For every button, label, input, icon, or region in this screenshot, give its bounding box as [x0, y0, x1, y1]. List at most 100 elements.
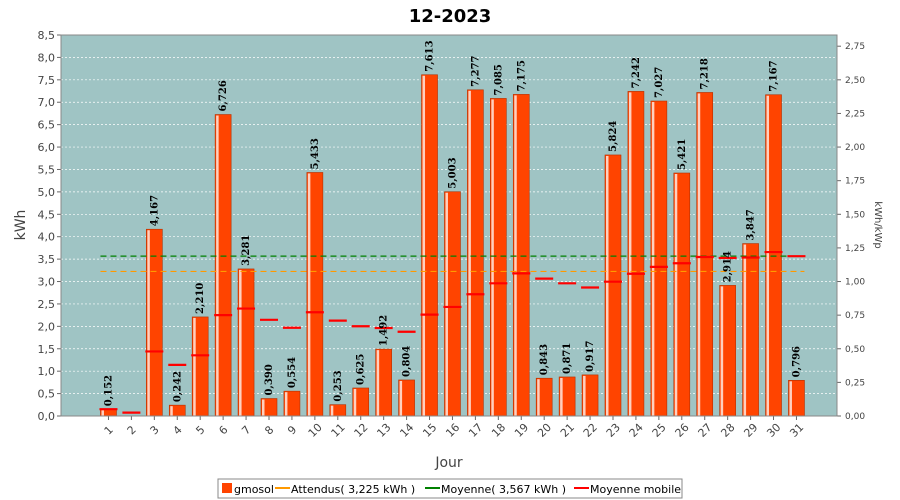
- bar-value-label: 2,210: [195, 283, 206, 314]
- y-tick-label: 3,0: [38, 276, 56, 289]
- chart-title: 12-2023: [409, 6, 492, 27]
- bar-highlight: [605, 155, 609, 417]
- y-right-tick-label: 0,50: [845, 345, 865, 355]
- legend-swatch-gmosol: [222, 483, 232, 493]
- bar-highlight: [674, 174, 678, 416]
- bar-value-label: 7,027: [654, 67, 665, 98]
- y-tick-label: 5,5: [38, 163, 56, 176]
- x-tick-label: 20: [535, 421, 554, 440]
- bar-highlight: [307, 173, 311, 416]
- y-tick-label: 5,0: [38, 186, 56, 199]
- y-right-tick-label: 1,00: [845, 278, 865, 288]
- bar-highlight: [399, 380, 403, 416]
- bar-value-label: 3,281: [241, 235, 252, 266]
- bar-highlight: [216, 115, 219, 417]
- y-tick-label: 4,0: [38, 231, 56, 244]
- x-tick-label: 5: [193, 423, 207, 437]
- x-tick-label: 12: [352, 421, 371, 440]
- x-axis: 1 2 3 4 5 6 7 8 9 10 11 12 13 14 15 16 17 18 19 20 21 22 23 24 2…: [102, 416, 806, 440]
- bar-value-label: 0,253: [333, 370, 344, 401]
- bar-value-label: 0,871: [562, 343, 573, 374]
- bar-highlight: [376, 350, 380, 416]
- bar-highlight: [628, 92, 632, 416]
- x-tick-label: 25: [650, 421, 669, 440]
- y-tick-label: 7,0: [38, 96, 56, 109]
- bar-highlight: [239, 269, 242, 416]
- bar-value-label: 0,554: [287, 357, 298, 388]
- y-tick-label: 2,5: [38, 298, 56, 311]
- bar-highlight: [720, 286, 724, 416]
- x-tick-label: 8: [262, 423, 276, 437]
- y-tick-label: 8,5: [38, 29, 56, 42]
- bar-highlight: [170, 406, 173, 416]
- x-tick-label: 14: [397, 421, 416, 440]
- bar-value-label: 7,218: [700, 58, 711, 89]
- bar-value-label: 7,613: [425, 40, 436, 71]
- x-tick-label: 19: [512, 421, 531, 440]
- x-tick-label: 6: [216, 423, 230, 437]
- y-right-tick-label: 0,00: [845, 412, 865, 422]
- legend-label-moyenne-mobile: Moyenne mobile: [590, 483, 681, 496]
- bar-value-label: 7,277: [470, 55, 481, 86]
- y-tick-label: 3,5: [38, 253, 56, 266]
- bar-highlight: [193, 317, 196, 416]
- bar-value-label: 5,421: [677, 139, 688, 170]
- bar-value-label: 0,843: [539, 344, 550, 375]
- y-right-tick-label: 0,75: [845, 311, 865, 321]
- bar-value-label: 7,242: [631, 57, 642, 88]
- moving-average-marks: [99, 250, 806, 414]
- bar-highlight: [422, 75, 426, 416]
- bar-value-label: 5,824: [608, 121, 619, 152]
- bar-highlight: [697, 93, 701, 416]
- bar-value-label: 0,796: [791, 346, 802, 377]
- y-tick-label: 2,0: [38, 320, 56, 333]
- data-labels: 0,152 4,167 0,242 2,210 6,726 3,281 0,390 0,554…: [103, 40, 802, 406]
- legend-label-moyenne: Moyenne( 3,567 kWh ): [441, 483, 566, 496]
- bar-highlight: [284, 392, 288, 416]
- y-tick-label: 8,0: [38, 51, 56, 64]
- bar-value-label: 2,914: [723, 251, 734, 282]
- bar-value-label: 6,726: [218, 80, 229, 111]
- y-tick-label: 7,5: [38, 74, 56, 87]
- plot-border: [60, 34, 838, 417]
- bar-highlight: [789, 381, 792, 416]
- y-right-tick-label: 2,50: [845, 76, 865, 86]
- y-right-tick-label: 0,25: [845, 378, 865, 388]
- x-tick-label: 24: [627, 421, 646, 440]
- y-tick-label: 1,5: [38, 343, 56, 356]
- x-tick-label: 15: [420, 421, 439, 440]
- x-tick-label: 9: [285, 423, 299, 437]
- bar-value-label: 0,242: [172, 371, 183, 402]
- y-axis-left: 0,0 0,5 1,0 1,5 2,0 2,5 3,0 3,5 4,0 4,5 5,0 5,5 6,0 6…: [38, 29, 61, 423]
- bar-value-label: 7,085: [493, 64, 504, 95]
- y-tick-label: 4,5: [38, 208, 56, 221]
- legend-label-gmosol: gmosol: [234, 483, 274, 496]
- x-tick-label: 4: [171, 423, 185, 437]
- x-tick-label: 16: [443, 421, 462, 440]
- bar-value-label: 5,433: [310, 138, 321, 169]
- y-axis-label: kWh: [13, 210, 29, 241]
- y-right-tick-label: 1,25: [845, 244, 865, 254]
- x-tick-label: 3: [148, 423, 162, 437]
- x-tick-label: 21: [558, 421, 577, 440]
- y-right-tick-label: 1,50: [845, 210, 865, 220]
- bar-highlight: [261, 399, 265, 416]
- bar-highlight: [651, 102, 655, 417]
- x-tick-label: 27: [696, 421, 715, 440]
- bar-highlight: [468, 90, 471, 416]
- x-tick-label: 30: [764, 421, 783, 440]
- bar-highlight: [330, 405, 334, 416]
- x-tick-label: 18: [489, 421, 508, 440]
- x-tick-label: 17: [466, 421, 485, 440]
- y-axis-right-label: kWh/kWp: [872, 201, 883, 248]
- legend: gmosol Attendus( 3,225 kWh ) Moyenne( 3,…: [217, 478, 683, 499]
- bar-highlight: [147, 230, 150, 416]
- bar-value-label: 7,175: [516, 60, 527, 91]
- bar-value-label: 4,167: [149, 195, 160, 226]
- x-tick-label: 7: [239, 423, 253, 437]
- legend-label-attendus: Attendus( 3,225 kWh ): [291, 483, 415, 496]
- bar-value-label: 0,804: [402, 346, 413, 377]
- bar-highlight: [353, 388, 357, 416]
- bar-value-label: 5,003: [447, 157, 458, 188]
